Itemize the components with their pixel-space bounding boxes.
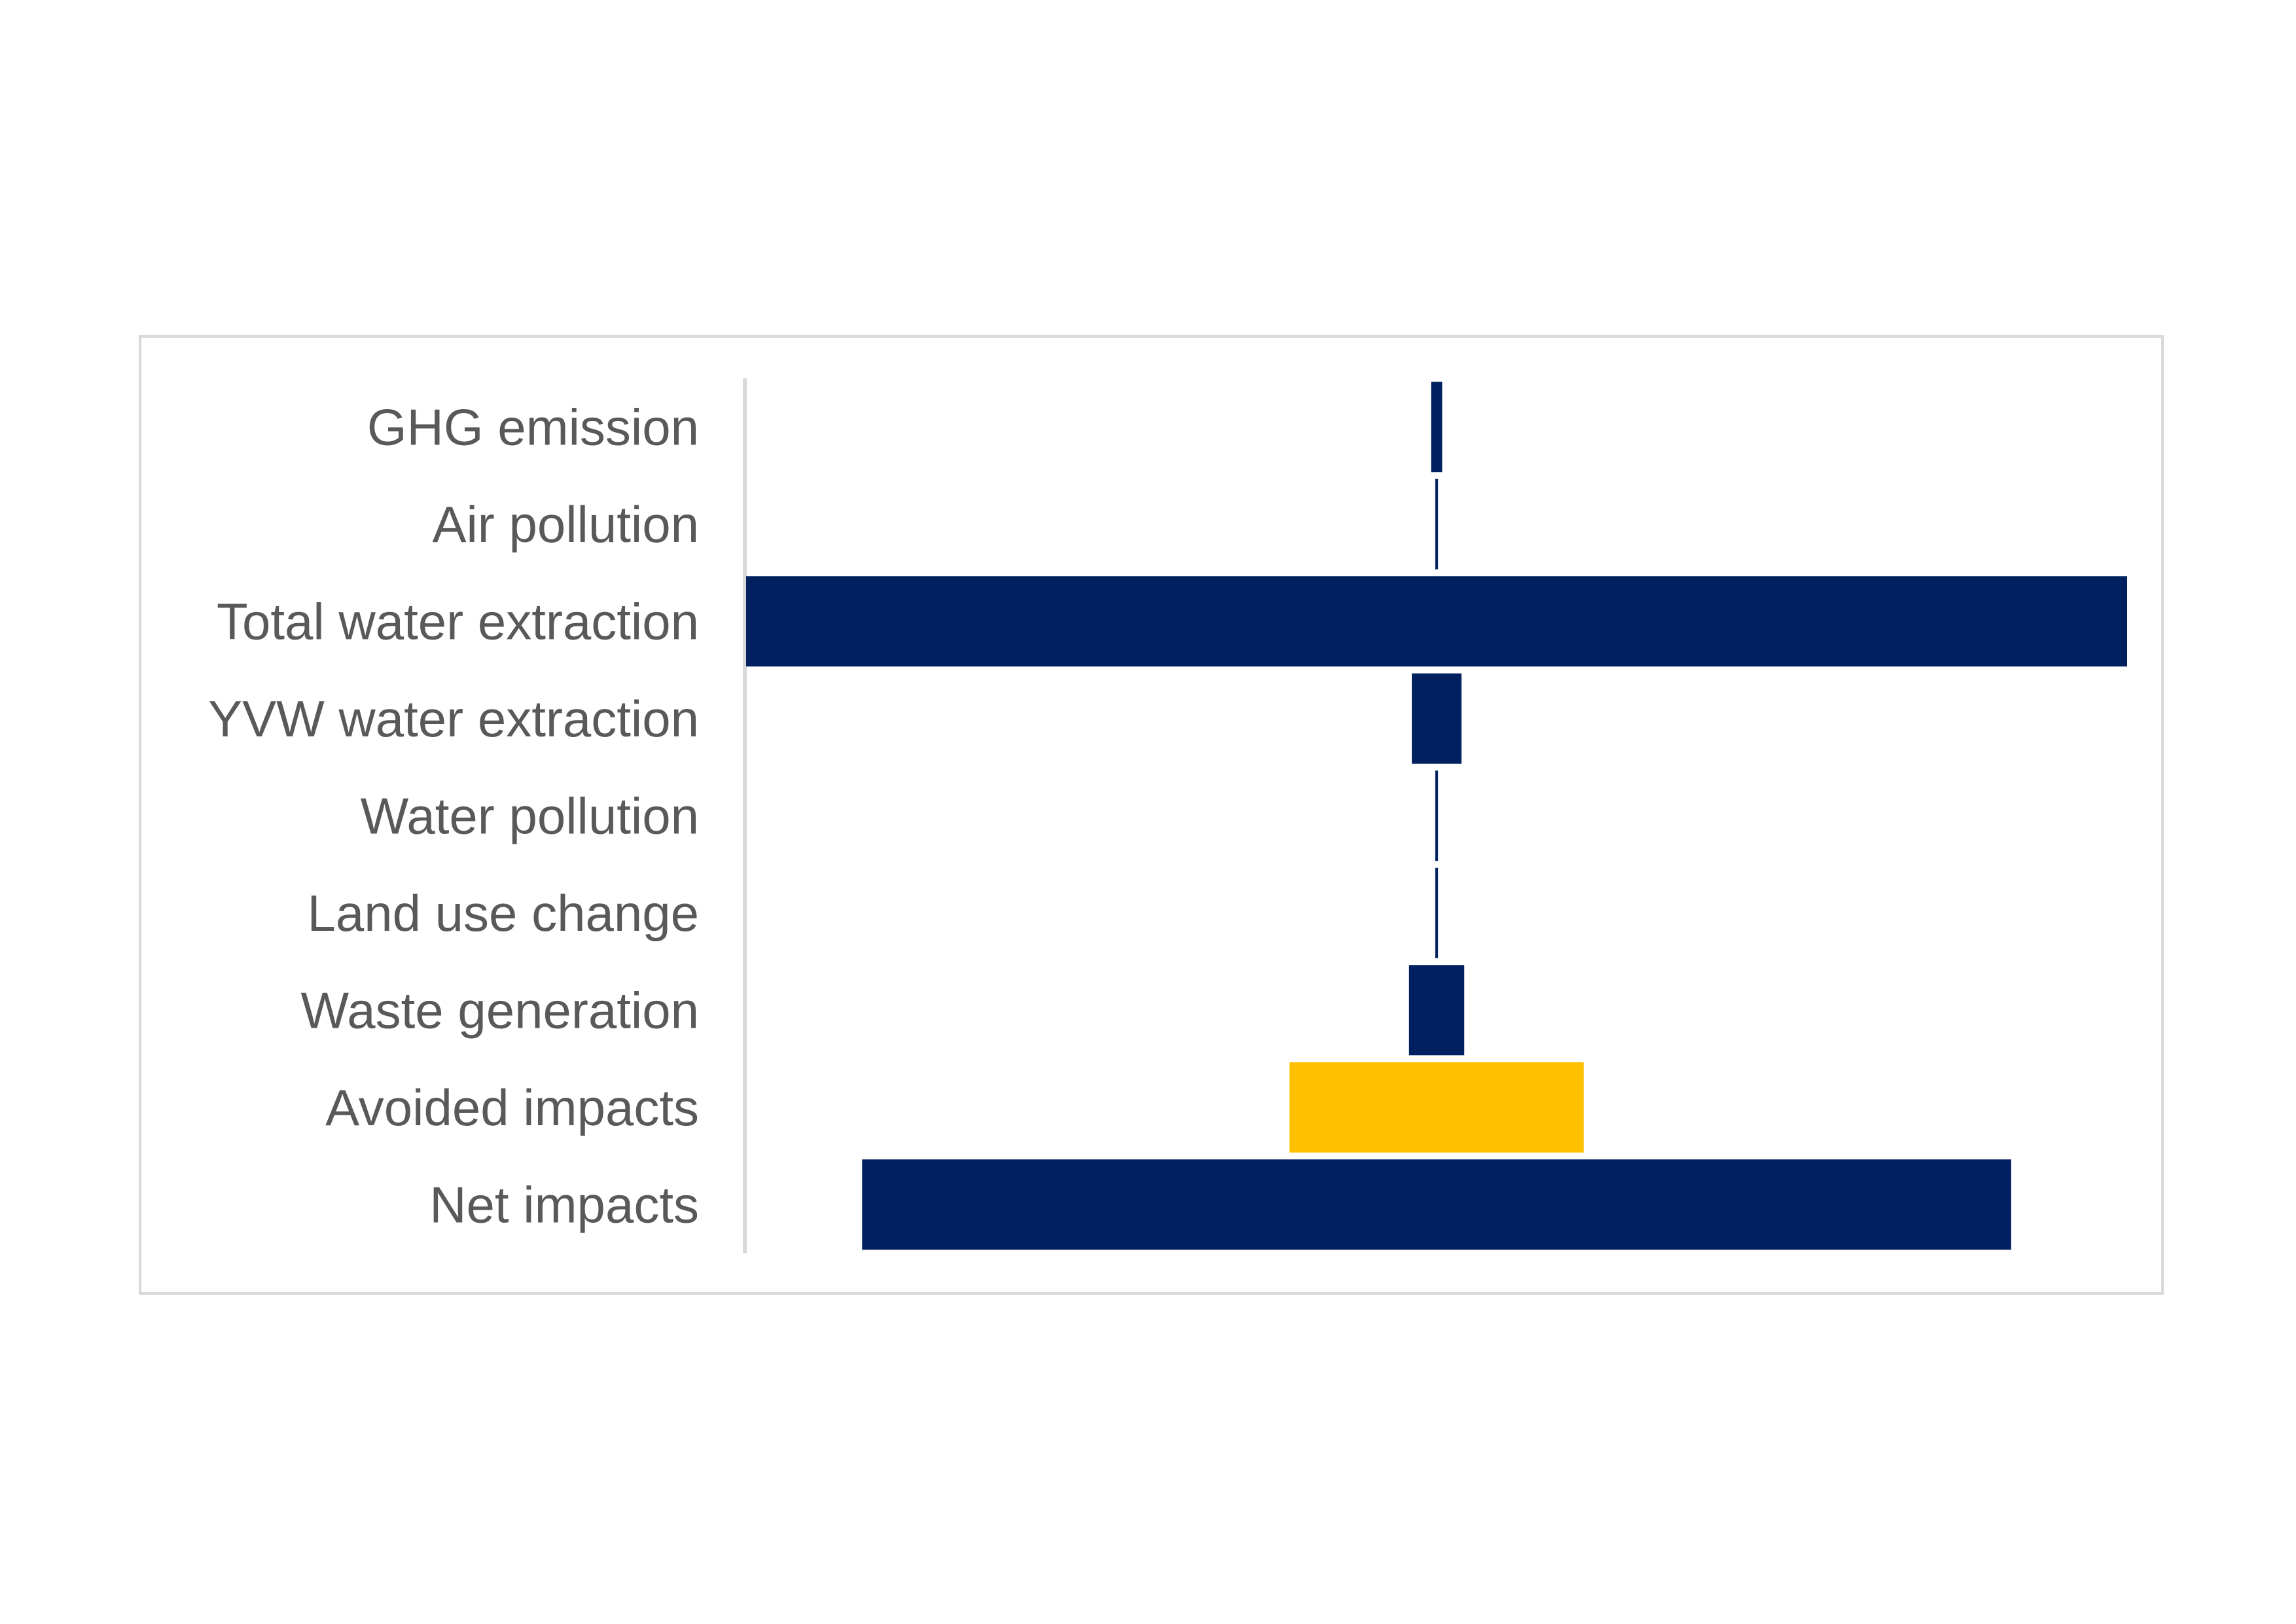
category-label-ghg-emission: GHG emission	[367, 398, 699, 456]
bar-avoided-impacts	[1289, 1062, 1584, 1153]
bar-water-pollution	[1435, 770, 1439, 861]
category-label-land-use-change: Land use change	[307, 884, 699, 942]
bar-net-impacts	[862, 1159, 2011, 1250]
category-label-waste-generation: Waste generation	[301, 981, 699, 1039]
bar-yvw-water-extraction	[1412, 673, 1462, 764]
bar-total-water-extraction	[746, 576, 2127, 667]
category-label-air-pollution: Air pollution	[432, 496, 699, 553]
bar-waste-generation	[1408, 965, 1465, 1056]
bars	[746, 382, 2127, 1250]
bar-land-use-change	[1435, 867, 1439, 958]
category-label-yvw-water-extraction: YVW water extraction	[208, 690, 699, 748]
category-label-total-water-extraction: Total water extraction	[217, 592, 699, 650]
category-label-avoided-impacts: Avoided impacts	[325, 1079, 699, 1136]
category-label-net-impacts: Net impacts	[429, 1176, 699, 1233]
bar-ghg-emission	[1431, 382, 1443, 473]
bar-air-pollution	[1435, 478, 1439, 569]
category-labels: GHG emission Air pollution Total water ext…	[208, 398, 699, 1233]
chart-area	[139, 335, 2164, 1295]
category-label-water-pollution: Water pollution	[361, 787, 699, 844]
